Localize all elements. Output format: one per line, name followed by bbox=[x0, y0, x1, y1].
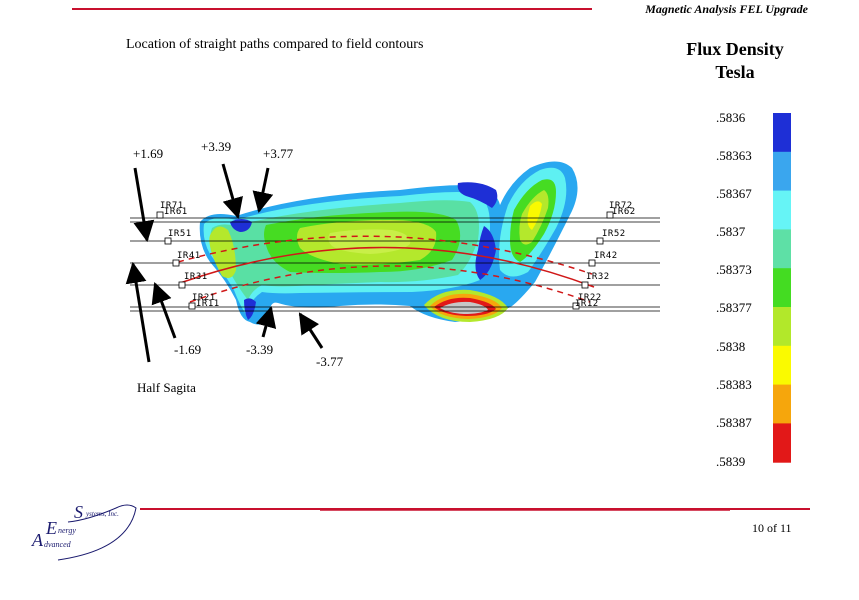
legend-value: .58387 bbox=[716, 415, 752, 430]
legend-value: .58383 bbox=[716, 377, 752, 392]
half-sagita-label: Half Sagita bbox=[137, 380, 196, 395]
company-logo: S ystems, Inc. E nergy A dvanced bbox=[28, 502, 140, 564]
legend-color-bar bbox=[773, 113, 791, 463]
legend-swatch bbox=[773, 268, 791, 308]
path-label: IR61 bbox=[164, 207, 188, 217]
field-contours bbox=[199, 161, 578, 325]
path-label: IR52 bbox=[602, 229, 626, 239]
figure-subtitle: Location of straight paths compared to f… bbox=[126, 37, 424, 52]
path-label: IR21 bbox=[192, 293, 216, 303]
path-label: IR41 bbox=[177, 251, 201, 261]
legend-value: .5839 bbox=[716, 454, 746, 469]
legend-value: .5836 bbox=[716, 110, 746, 125]
path-label: IR71 bbox=[160, 201, 184, 211]
page-number: 10 of 11 bbox=[752, 521, 792, 535]
legend-title: Flux Density Tesla bbox=[665, 38, 805, 84]
path-label: IR72 bbox=[609, 201, 633, 211]
offset-label: +3.39 bbox=[201, 139, 232, 154]
legend-swatch bbox=[773, 113, 791, 153]
legend-value: .58367 bbox=[716, 186, 752, 201]
legend-swatch bbox=[773, 423, 791, 463]
legend-swatch bbox=[773, 229, 791, 269]
offset-label: +1.69 bbox=[133, 146, 164, 161]
path-label: IR62 bbox=[612, 207, 636, 217]
legend-title-line2: Tesla bbox=[715, 62, 755, 82]
legend-swatch bbox=[773, 190, 791, 230]
legend-swatch bbox=[773, 307, 791, 347]
offset-label: -3.77 bbox=[316, 354, 344, 369]
legend-value: .58373 bbox=[716, 262, 752, 277]
legend-title-line1: Flux Density bbox=[686, 39, 784, 59]
legend-value: .5837 bbox=[716, 224, 746, 239]
beam-trajectories bbox=[177, 235, 595, 303]
legend-value: .58377 bbox=[716, 300, 752, 315]
path-label: IR31 bbox=[184, 272, 208, 282]
path-label: IR42 bbox=[594, 251, 618, 261]
header-title: Magnetic Analysis FEL Upgrade bbox=[645, 2, 808, 16]
offset-arrows bbox=[125, 163, 324, 363]
logo-swoosh bbox=[57, 504, 137, 561]
path-markers bbox=[156, 211, 614, 310]
offset-label: -1.69 bbox=[174, 342, 202, 357]
legend-swatch bbox=[773, 384, 791, 424]
path-label: IR12 bbox=[575, 299, 599, 309]
path-label: IR11 bbox=[196, 299, 220, 309]
offset-label: +3.77 bbox=[263, 146, 294, 161]
legend-value: .5838 bbox=[716, 339, 746, 354]
path-label: IR51 bbox=[168, 229, 192, 239]
path-label: IR22 bbox=[578, 293, 602, 303]
legend-swatch bbox=[773, 151, 791, 192]
offset-label: -3.39 bbox=[246, 342, 274, 357]
legend-swatch bbox=[773, 345, 791, 386]
legend-value: .58363 bbox=[716, 148, 752, 163]
path-label: IR32 bbox=[586, 272, 610, 282]
straight-paths bbox=[130, 217, 660, 312]
